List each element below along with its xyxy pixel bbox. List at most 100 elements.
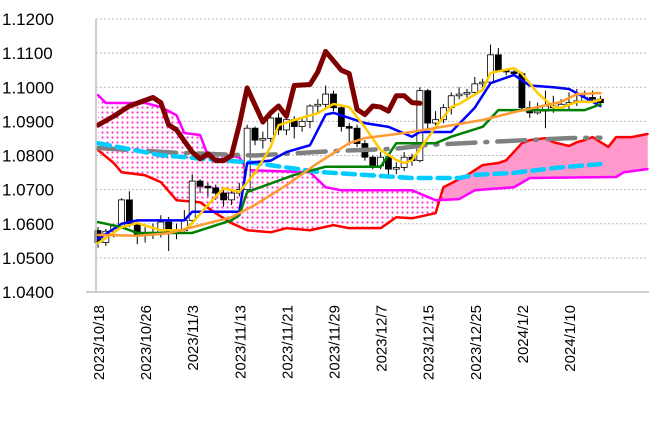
candle-body [494,54,502,71]
cloud-segment [137,102,146,176]
cloud-segment [521,140,531,183]
y-tick-label: 1.1200 [2,10,54,29]
cloud-segment [98,95,107,157]
cloud-segment [631,135,640,172]
candle-body [188,180,196,221]
candle-body [471,83,479,93]
indicator-line [96,91,602,237]
cloud-segment [451,179,460,200]
cloud-segment [459,175,468,200]
y-tick-label: 1.1100 [2,44,53,63]
cloud-segment [357,190,366,229]
x-tick-label: 2024/1/2 [515,305,532,363]
candle-body [228,192,235,201]
candle [392,162,400,175]
senkou-span-red-line [96,132,649,234]
candle-body [353,127,361,144]
candle [204,182,212,197]
candle-body [259,138,267,141]
candle [424,88,432,129]
candle [196,179,204,194]
cloud-segment [309,172,319,231]
cloud-segment [270,170,279,233]
cloud-segment [616,137,625,177]
cloud-segment [592,137,601,178]
candle [220,189,228,207]
cloud-segment [584,137,593,178]
candle-body [369,156,377,167]
candle-body [416,90,424,162]
candle [471,77,479,96]
candle-body [510,71,518,75]
x-tick-label: 2023/12/15 [421,305,438,380]
cloud-segment [419,193,428,217]
cloud-segment [623,137,633,173]
candle-body [330,93,337,109]
candle [322,85,330,108]
candle [188,174,196,223]
cloud-segment [600,142,609,178]
cloud-segment [129,102,138,175]
candle-body [589,97,596,100]
candle [345,123,353,146]
cloud-segment [553,142,562,178]
cloud-segment [380,190,389,229]
cloud-segment [482,164,491,190]
cloud-segment [404,190,413,219]
y-tick-label: 1.0400 [2,283,54,302]
candle-body [424,90,432,124]
x-tick-label: 2023/11/21 [279,305,296,379]
x-tick-label: 2023/11/3 [185,305,202,371]
candle [565,92,573,112]
candle-body [298,120,306,127]
candle-body [204,185,212,189]
x-axis-labels: 2023/10/18 2023/10/26 2023/11/3 2023/11/13 2… [91,305,579,380]
cloud-segment [294,171,303,230]
cloud-segment [286,171,295,229]
dashed-line [95,135,603,158]
cloud-segment [561,144,570,178]
cloud-segment [396,190,405,218]
y-tick-label: 1.0800 [2,147,54,166]
ichimoku-cloud [96,93,649,234]
indicator-lines [95,48,603,245]
candle-body [196,180,204,187]
candle-body [314,103,322,107]
cloud-segment [302,171,311,231]
candle-body [322,93,330,105]
candle-body [267,117,275,139]
candle-body [212,187,220,194]
candle [330,90,337,112]
candle-body [392,167,400,170]
candle [455,87,463,100]
candle [314,99,322,113]
x-tick-label: 2023/12/25 [468,305,485,380]
candle [463,88,471,98]
candle-body [251,127,259,141]
cloud-segment [145,102,154,179]
x-tick-label: 2023/10/18 [91,305,108,380]
cloud-segment [121,102,130,174]
candle-body [220,192,228,201]
indicator-line [96,66,602,245]
y-tick-label: 1.0500 [2,249,54,268]
cloud-segment [474,165,483,191]
x-tick-label: 2024/1/10 [562,305,579,372]
y-tick-label: 1.0700 [2,181,54,200]
candle [228,189,235,205]
axes [86,19,649,293]
cloud-segment [262,170,271,233]
y-tick-label: 1.1000 [2,78,54,97]
candle-body [463,91,471,95]
x-tick-label: 2023/10/26 [138,305,155,380]
cloud-segment [576,140,585,178]
y-tick-label: 1.0600 [2,215,54,234]
cloud-segment [364,190,374,229]
indicator-line [95,48,423,164]
cloud-segment [152,104,162,183]
cloud-segment [372,190,381,229]
candle-body [243,127,251,191]
dashed-line [95,140,603,181]
cloud-segment [349,190,358,229]
